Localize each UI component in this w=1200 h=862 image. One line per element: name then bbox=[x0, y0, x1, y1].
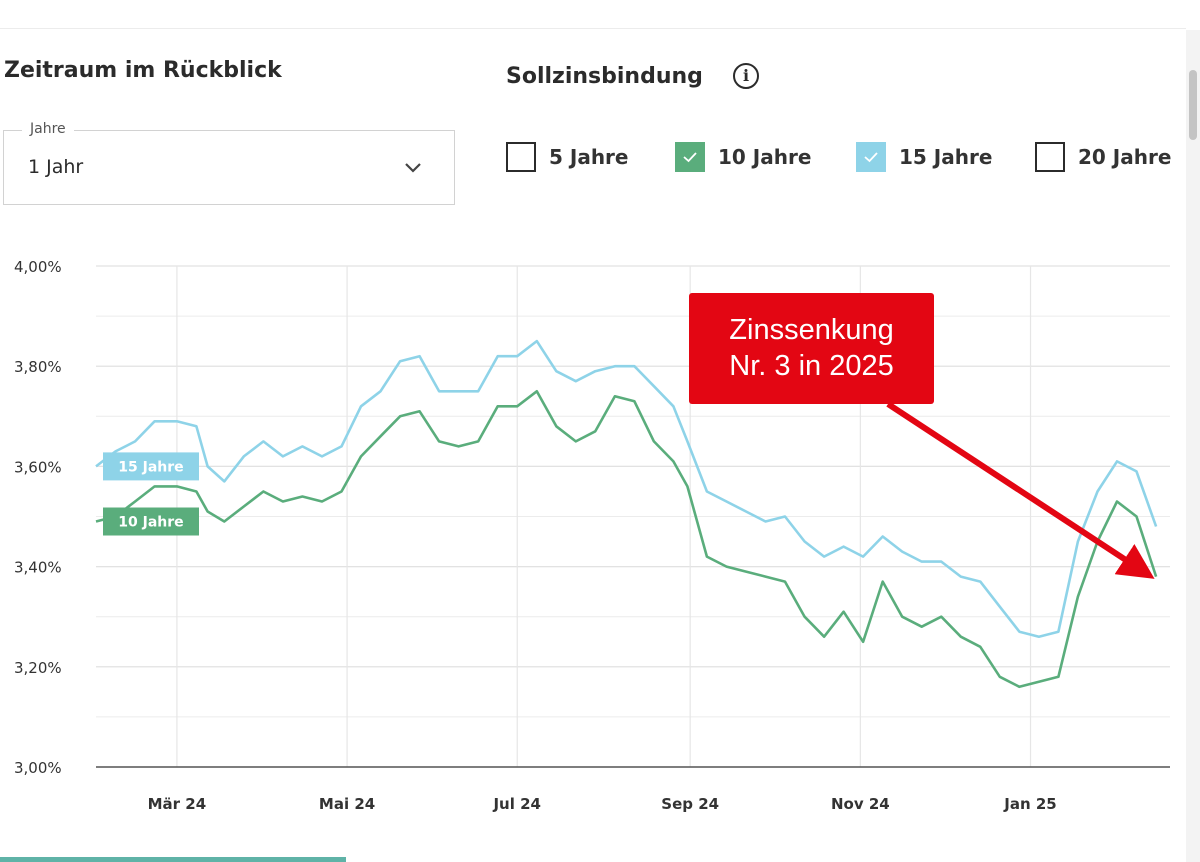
checkbox-box-checked[interactable] bbox=[675, 142, 705, 172]
series-label-box bbox=[103, 507, 199, 536]
y-tick-label: 3,80% bbox=[14, 358, 62, 376]
info-icon[interactable]: i bbox=[733, 63, 759, 89]
x-tick-label: Sep 24 bbox=[661, 795, 719, 813]
scrollbar-thumb[interactable] bbox=[1189, 70, 1197, 140]
period-select-value: 1 Jahr bbox=[28, 156, 84, 178]
checkbox-15-jahre[interactable]: 15 Jahre bbox=[856, 142, 992, 172]
period-select-label: Jahre bbox=[22, 121, 74, 137]
annotation-box bbox=[689, 293, 934, 404]
annotation-line-1: Zinssenkung bbox=[729, 314, 893, 346]
series-label-box bbox=[103, 452, 199, 481]
checkbox-label-20-jahre: 20 Jahre bbox=[1078, 145, 1172, 169]
y-tick-label: 3,20% bbox=[14, 659, 62, 677]
page-scrollbar[interactable] bbox=[1186, 30, 1200, 862]
series-line-15-jahre bbox=[95, 339, 1158, 638]
x-tick-label: Mär 24 bbox=[148, 795, 207, 813]
annotation-line-2: Nr. 3 in 2025 bbox=[729, 350, 893, 382]
top-divider bbox=[0, 28, 1186, 29]
x-tick-label: Mai 24 bbox=[319, 795, 375, 813]
check-icon bbox=[864, 152, 878, 163]
series-label-text: 10 Jahre bbox=[118, 515, 183, 531]
x-tick-label: Jul 24 bbox=[492, 795, 541, 813]
checkbox-10-jahre[interactable]: 10 Jahre bbox=[675, 142, 811, 172]
fixation-title: Sollzinsbindung bbox=[506, 64, 703, 89]
chevron-down-icon bbox=[405, 163, 421, 173]
checkbox-label-5-jahre: 5 Jahre bbox=[549, 145, 629, 169]
series-label-text: 15 Jahre bbox=[118, 459, 183, 475]
period-title: Zeitraum im Rückblick bbox=[4, 58, 282, 83]
checkbox-label-10-jahre: 10 Jahre bbox=[718, 145, 812, 169]
y-tick-label: 3,60% bbox=[14, 458, 62, 476]
bottom-accent-bar bbox=[0, 857, 346, 862]
x-tick-label: Jan 25 bbox=[1003, 795, 1056, 813]
check-icon bbox=[683, 152, 697, 163]
period-select[interactable]: Jahre 1 Jahr bbox=[3, 121, 455, 205]
series-line-10-jahre bbox=[95, 390, 1158, 689]
y-tick-label: 3,40% bbox=[14, 559, 62, 577]
checkbox-box-checked[interactable] bbox=[856, 142, 886, 172]
checkbox-20-jahre[interactable]: 20 Jahre bbox=[1035, 142, 1171, 172]
interest-rate-chart: 3,00% 3,20% 3,40% 3,60% 3,80% 4,00% Mär 24 Mai … bbox=[14, 258, 1170, 813]
y-tick-label: 3,00% bbox=[14, 759, 62, 777]
x-tick-label: Nov 24 bbox=[831, 795, 890, 813]
y-tick-label: 4,00% bbox=[14, 258, 62, 276]
checkbox-box[interactable] bbox=[506, 142, 536, 172]
checkbox-box[interactable] bbox=[1035, 142, 1065, 172]
checkbox-5-jahre[interactable]: 5 Jahre bbox=[506, 142, 628, 172]
checkbox-label-15-jahre: 15 Jahre bbox=[899, 145, 993, 169]
annotation-arrow bbox=[886, 401, 1155, 579]
